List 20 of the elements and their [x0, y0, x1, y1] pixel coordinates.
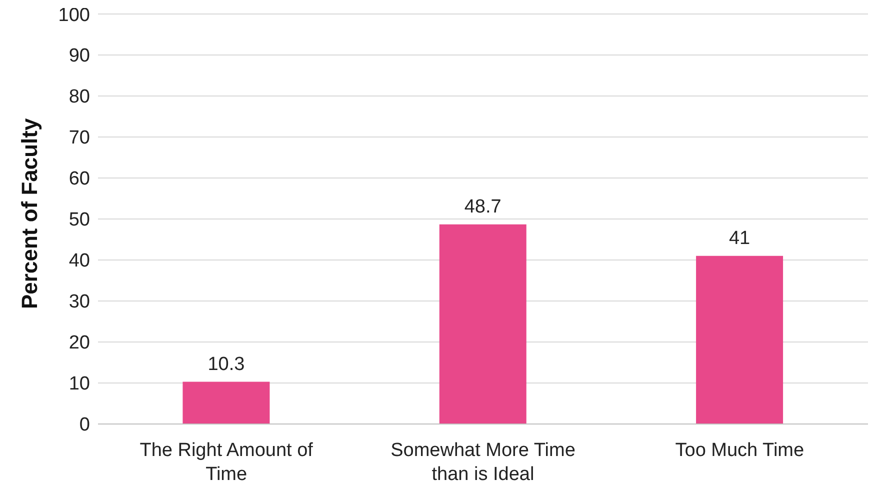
bar — [182, 382, 270, 424]
y-tick-label: 60 — [68, 168, 90, 190]
y-tick-label: 80 — [68, 86, 90, 108]
bar — [439, 224, 526, 424]
y-tick-label: 70 — [68, 128, 90, 149]
data-label: 41 — [728, 228, 750, 249]
data-label: 48.7 — [464, 196, 502, 218]
y-axis-title: Percent of Faculty — [16, 118, 42, 309]
bar — [696, 256, 784, 424]
x-tick-label: Somewhat More Time than is Ideal — [390, 440, 576, 485]
y-tick-label: 10 — [68, 374, 90, 395]
x-tick-label: The Right Amount of Time — [140, 440, 314, 485]
x-tick-label: Too Much Time — [675, 440, 804, 461]
y-tick-label: 20 — [68, 332, 90, 354]
y-tick-label: 40 — [68, 250, 90, 272]
y-tick-label: 50 — [68, 210, 90, 231]
data-label: 10.3 — [208, 354, 245, 375]
y-tick-label: 30 — [68, 292, 90, 313]
y-tick-label: 0 — [79, 414, 90, 436]
y-tick-label: 90 — [68, 46, 90, 67]
